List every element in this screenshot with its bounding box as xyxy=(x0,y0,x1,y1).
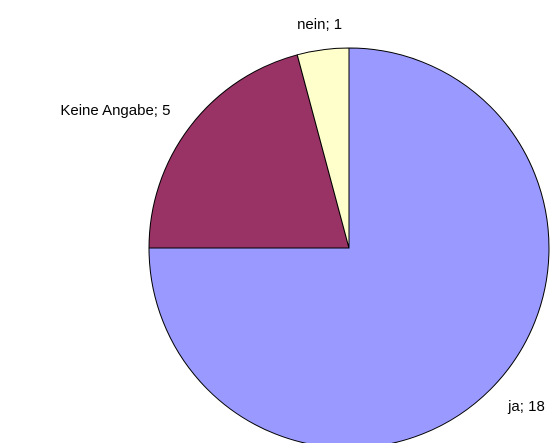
pie-slice xyxy=(296,47,350,249)
data-label: ja; 18 xyxy=(507,398,545,415)
data-label: nein; 1 xyxy=(297,16,342,33)
pie-slice xyxy=(148,54,350,249)
pie-slice xyxy=(148,47,550,443)
data-label: Keine Angabe; 5 xyxy=(60,102,170,119)
